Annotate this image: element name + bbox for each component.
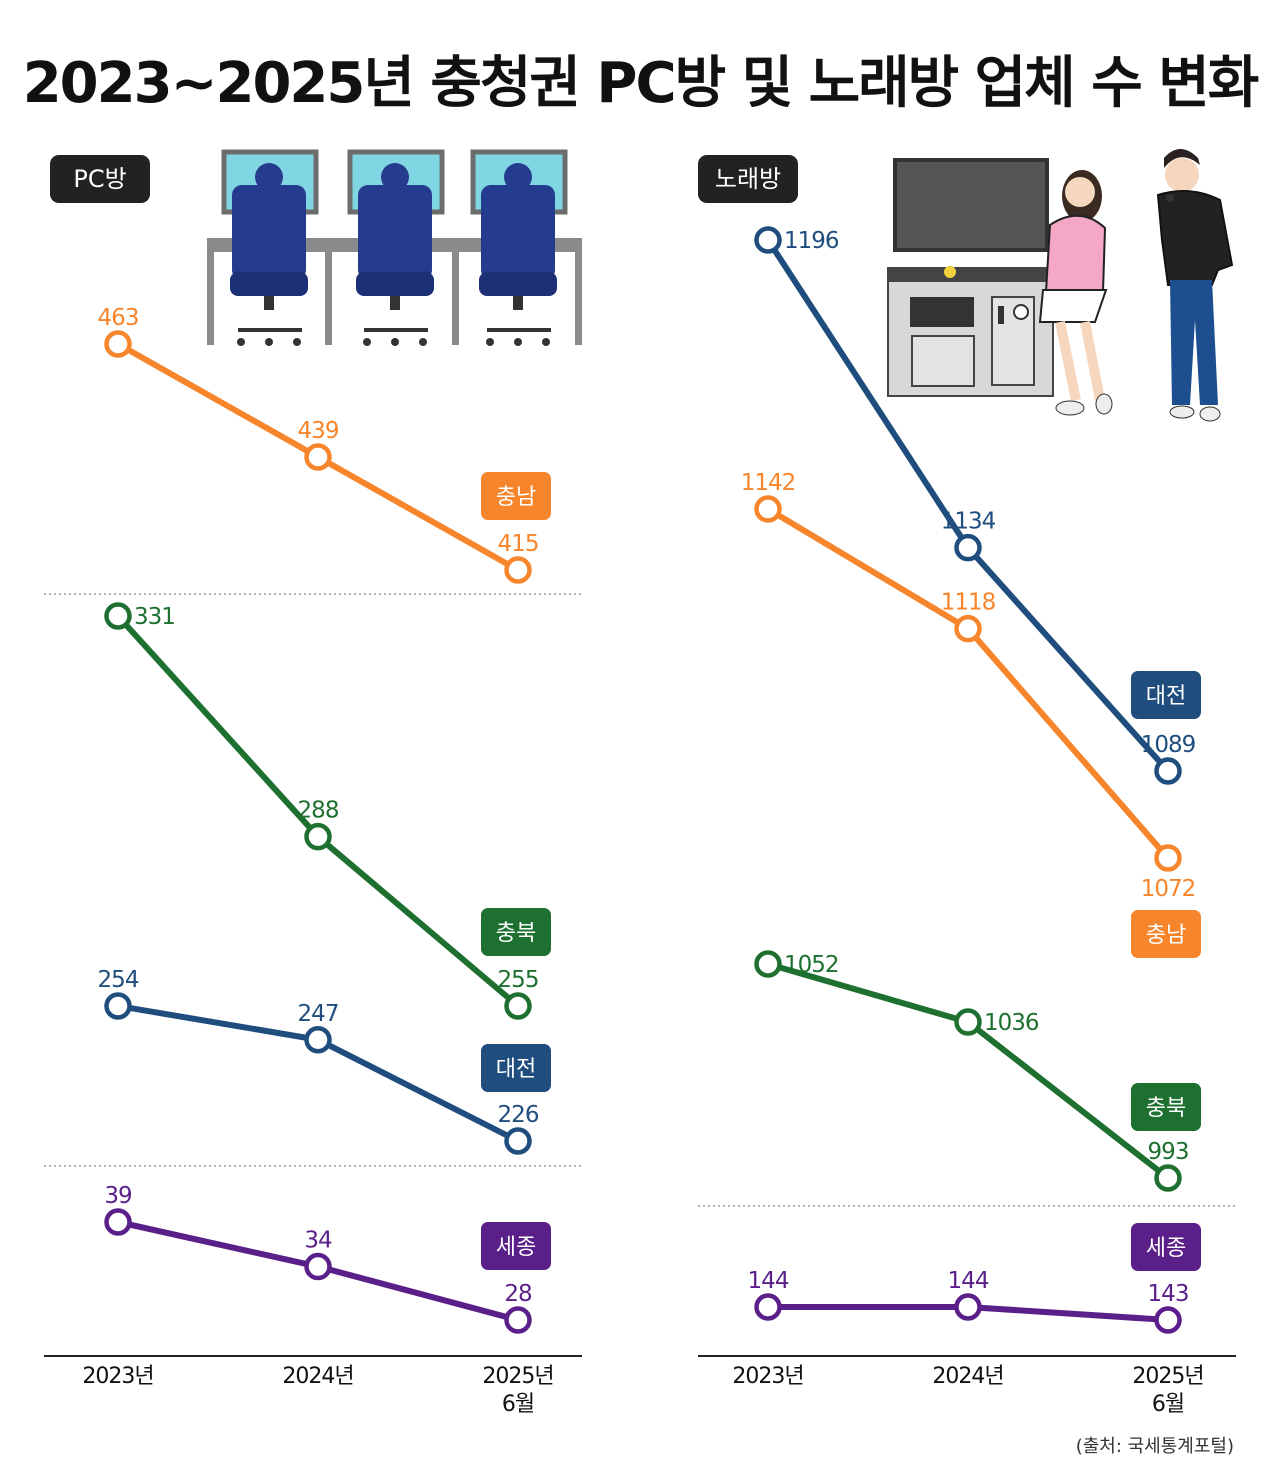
series-line-1-충북 bbox=[767, 961, 1170, 1181]
series-badge-label-0-충남: 충남 bbox=[496, 485, 536, 510]
data-point-0-세종-2 bbox=[504, 1306, 532, 1334]
data-label-0-충북-2: 255 bbox=[498, 967, 539, 993]
data-point-1-세종-2 bbox=[1154, 1306, 1182, 1334]
data-label-1-충남-1: 1118 bbox=[941, 590, 996, 616]
series-badge-label-1-충남: 충남 bbox=[1146, 923, 1186, 948]
data-label-1-충남-2: 1072 bbox=[1141, 876, 1196, 902]
data-point-1-세종-0 bbox=[754, 1293, 782, 1321]
data-label-1-충북-2: 993 bbox=[1148, 1139, 1189, 1165]
source-note: (출처: 국세통계포털) bbox=[1075, 1436, 1234, 1457]
data-label-1-대전-1: 1134 bbox=[941, 509, 996, 535]
panel-tag-noraebang: 노래방 bbox=[698, 155, 798, 203]
data-label-1-세종-1: 144 bbox=[948, 1268, 989, 1294]
data-label-0-대전-2: 226 bbox=[498, 1102, 539, 1128]
data-point-1-대전-0 bbox=[754, 226, 782, 254]
page-title: 2023~2025년 충청권 PC방 및 노래방 업체 수 변화 bbox=[22, 51, 1260, 116]
data-label-0-충남-2: 415 bbox=[498, 531, 539, 557]
data-label-0-충북-1: 288 bbox=[298, 798, 339, 824]
data-point-0-충남-2 bbox=[504, 556, 532, 584]
karaoke-illustration-icon bbox=[887, 149, 1234, 422]
data-point-0-충남-0 bbox=[104, 330, 132, 358]
series-badge-0-대전 bbox=[481, 1044, 551, 1092]
series-badge-0-세종 bbox=[481, 1222, 551, 1270]
x-tick-label-0-1-0: 2024년 bbox=[282, 1364, 353, 1389]
data-label-0-세종-2: 28 bbox=[504, 1281, 532, 1307]
data-label-0-충남-0: 463 bbox=[98, 305, 139, 331]
data-point-1-충북-2 bbox=[1154, 1164, 1182, 1192]
data-label-0-대전-1: 247 bbox=[298, 1001, 339, 1027]
data-label-0-세종-1: 34 bbox=[304, 1228, 332, 1254]
series-badge-label-1-대전: 대전 bbox=[1146, 684, 1186, 709]
data-label-0-대전-0: 254 bbox=[98, 967, 139, 993]
x-tick-label-1-0-0: 2023년 bbox=[732, 1364, 803, 1389]
data-point-0-세종-0 bbox=[104, 1208, 132, 1236]
data-label-0-충남-1: 439 bbox=[298, 418, 339, 444]
data-label-0-세종-0: 39 bbox=[104, 1183, 132, 1209]
series-badge-1-세종 bbox=[1131, 1223, 1201, 1271]
data-point-0-대전-0 bbox=[104, 992, 132, 1020]
data-point-1-충북-1 bbox=[954, 1008, 982, 1036]
data-point-1-세종-1 bbox=[954, 1293, 982, 1321]
x-tick-label-0-2-1: 6월 bbox=[502, 1392, 534, 1417]
x-tick-label-0-2-0: 2025년 bbox=[482, 1364, 553, 1389]
panel-tag-pc-bang: PC방 bbox=[50, 155, 150, 203]
data-point-0-세종-1 bbox=[304, 1252, 332, 1281]
data-label-1-충북-1: 1036 bbox=[984, 1010, 1039, 1036]
data-label-1-대전-2: 1089 bbox=[1141, 732, 1196, 758]
pc-room-illustration-icon bbox=[207, 149, 582, 346]
x-tick-label-1-2-1: 6월 bbox=[1152, 1392, 1184, 1417]
x-tick-label-1-1-0: 2024년 bbox=[932, 1364, 1003, 1389]
data-point-0-대전-2 bbox=[504, 1127, 532, 1155]
data-label-1-대전-0: 1196 bbox=[784, 228, 839, 254]
data-point-0-충북-2 bbox=[504, 992, 532, 1020]
series-badge-1-대전 bbox=[1131, 671, 1201, 719]
data-point-1-충남-2 bbox=[1154, 844, 1182, 872]
series-badge-label-1-충북: 충북 bbox=[1146, 1096, 1186, 1121]
series-badge-label-1-세종: 세종 bbox=[1146, 1236, 1186, 1261]
series-badge-1-충남 bbox=[1131, 910, 1201, 958]
data-point-1-충남-0 bbox=[754, 495, 782, 523]
series-badge-0-충남 bbox=[481, 472, 551, 520]
x-tick-label-0-0-0: 2023년 bbox=[82, 1364, 153, 1389]
x-tick-label-1-2-0: 2025년 bbox=[1132, 1364, 1203, 1389]
data-label-1-충남-0: 1142 bbox=[741, 470, 796, 496]
series-badge-label-0-대전: 대전 bbox=[496, 1057, 536, 1082]
data-point-1-대전-1 bbox=[954, 533, 982, 562]
data-label-0-충북-0: 331 bbox=[134, 604, 175, 630]
series-badge-label-0-충북: 충북 bbox=[496, 921, 536, 946]
chart-marks: 463 439 415 충남 331 288 255 충북 254 247 226 대전 39 34 28 세… bbox=[82, 226, 1205, 1417]
series-badge-label-0-세종: 세종 bbox=[496, 1235, 536, 1260]
data-point-1-충북-0 bbox=[754, 950, 782, 978]
data-point-1-대전-2 bbox=[1154, 757, 1182, 785]
data-label-1-세종-2: 143 bbox=[1148, 1281, 1189, 1307]
data-point-0-충북-0 bbox=[104, 602, 132, 630]
data-point-0-대전-1 bbox=[304, 1026, 332, 1054]
series-badge-1-충북 bbox=[1131, 1083, 1201, 1131]
data-point-0-충북-1 bbox=[304, 822, 332, 851]
data-point-0-충남-1 bbox=[304, 443, 332, 471]
data-label-1-충북-0: 1052 bbox=[784, 952, 839, 978]
data-label-1-세종-0: 144 bbox=[748, 1268, 789, 1294]
data-point-1-충남-1 bbox=[954, 614, 982, 643]
series-badge-0-충북 bbox=[481, 908, 551, 956]
